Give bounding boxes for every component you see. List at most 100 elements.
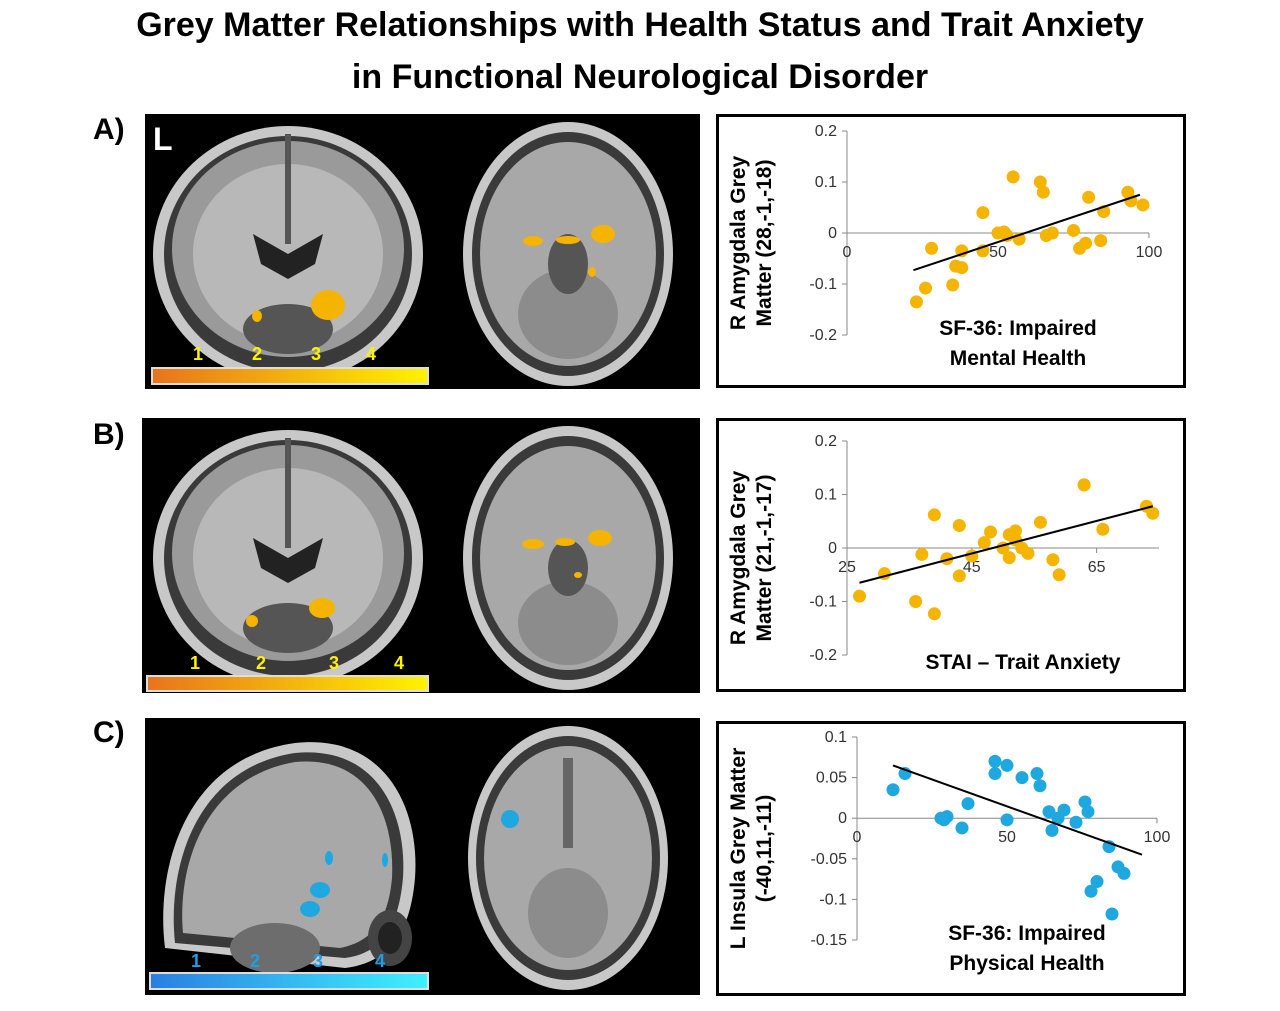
x-axis-label-line2: Mental Health xyxy=(950,347,1087,370)
colorbar-a-tick-4: 4 xyxy=(366,344,377,364)
data-point xyxy=(940,552,954,566)
y-tick-label: 0.1 xyxy=(815,174,837,191)
data-point xyxy=(1000,758,1014,772)
panel-c-colorbar xyxy=(149,972,429,990)
x-axis-label-line1: SF-36: Impaired xyxy=(939,317,1097,340)
data-point xyxy=(1006,170,1020,184)
colorbar-c-tick-4: 4 xyxy=(375,951,386,971)
panel-b-axial-slice xyxy=(435,418,700,693)
x-tick-label: 25 xyxy=(838,559,856,576)
figure-title-line2: in Functional Neurological Disorder xyxy=(351,58,929,96)
data-point xyxy=(1036,185,1050,199)
data-point xyxy=(1090,875,1104,889)
data-point xyxy=(1057,803,1071,817)
panel-b-label: B) xyxy=(93,418,125,451)
data-point xyxy=(852,589,866,603)
data-point xyxy=(955,821,969,835)
data-point xyxy=(1136,198,1150,212)
data-point xyxy=(1096,522,1110,536)
data-point xyxy=(1046,553,1060,567)
y-tick-label: 0 xyxy=(838,810,847,827)
data-point xyxy=(977,536,991,550)
colorbar-a-tick-3: 3 xyxy=(311,344,322,364)
y-axis-label-line1: R Amygdala Grey xyxy=(727,471,750,646)
data-point xyxy=(1045,823,1059,837)
data-point xyxy=(1033,515,1047,529)
panel-c-sagittal-slice xyxy=(145,718,435,995)
x-tick-label: 100 xyxy=(1136,244,1163,261)
x-axis-label-line1: SF-36: Impaired xyxy=(948,922,1106,945)
panel-c-label: C) xyxy=(93,716,125,749)
colorbar-c-tick-2: 2 xyxy=(250,951,261,971)
panel-c-axial-slice xyxy=(435,718,700,995)
x-axis-label-line1: STAI – Trait Anxiety xyxy=(926,651,1121,674)
colorbar-b-tick-2: 2 xyxy=(256,653,267,673)
y-axis-label-line2: (-40,11,-11) xyxy=(753,795,776,902)
y-tick-label: -0.1 xyxy=(809,594,837,611)
y-axis-label-line1: R Amygdala Grey xyxy=(727,156,750,331)
y-axis-label-line1: L Insula Grey Matter xyxy=(727,748,750,950)
data-point xyxy=(1008,524,1022,538)
x-tick-label: 50 xyxy=(989,244,1007,261)
data-point xyxy=(1067,223,1080,237)
data-point xyxy=(952,519,966,533)
panel-b-chart: 0.2 0.1 0 -0.1 -0.2 25 45 65 R Amygdala Grey Matt… xyxy=(727,433,1160,674)
y-tick-label: 0.2 xyxy=(815,123,837,140)
colorbar-a-tick-1: 1 xyxy=(193,344,204,364)
data-point xyxy=(955,261,969,275)
data-point xyxy=(940,810,954,824)
x-tick-label: 50 xyxy=(998,829,1016,846)
data-point xyxy=(1030,767,1044,781)
panel-a-scatter-plot: 0.2 0.1 0 -0.1 -0.2 0 50 100 R Amygdala Grey Matt… xyxy=(716,114,1186,388)
x-axis-label-line2: Physical Health xyxy=(949,952,1104,975)
panel-b-colorbar xyxy=(146,675,429,692)
x-tick-label: 0 xyxy=(853,829,862,846)
colorbar-b-tick-3: 3 xyxy=(329,653,340,673)
data-point xyxy=(1094,234,1108,248)
data-point xyxy=(915,547,929,561)
data-point xyxy=(927,508,941,522)
y-tick-label: 0 xyxy=(828,540,837,557)
y-tick-label: -0.1 xyxy=(809,276,837,293)
panel-a-axial-slice xyxy=(435,114,700,389)
y-tick-label: -0.2 xyxy=(809,327,837,344)
data-point xyxy=(1052,568,1066,582)
panel-b-coronal-slice xyxy=(142,418,435,693)
y-tick-label: 0.1 xyxy=(825,729,847,746)
data-point xyxy=(1033,779,1047,793)
x-tick-label: 0 xyxy=(843,244,852,261)
y-axis-label-line2: Matter (21,-1,-17) xyxy=(753,475,776,642)
panel-a-colorbar xyxy=(151,367,429,385)
panel-a-chart: 0.2 0.1 0 -0.1 -0.2 0 50 100 R Amygdala Grey Matt… xyxy=(727,123,1163,370)
data-point xyxy=(1082,190,1096,204)
data-point xyxy=(988,767,1002,781)
data-point xyxy=(955,244,969,258)
panel-c-scatter-plot: 0.1 0.05 0 -0.05 -0.1 -0.15 0 50 100 L Insula Gre… xyxy=(716,721,1186,996)
x-tick-label: 65 xyxy=(1088,559,1106,576)
y-tick-label: -0.15 xyxy=(811,932,848,949)
data-point xyxy=(927,607,941,621)
data-point xyxy=(1084,884,1098,898)
data-point xyxy=(1000,813,1014,827)
y-axis-label-line2: Matter (28,-1,-18) xyxy=(753,160,776,327)
data-point xyxy=(1105,907,1119,921)
trend-line xyxy=(859,505,1154,584)
data-point xyxy=(961,797,975,811)
data-point xyxy=(1081,805,1095,819)
data-point xyxy=(1146,506,1160,520)
panel-c-chart: 0.1 0.05 0 -0.05 -0.1 -0.15 0 50 100 L Insula Gre… xyxy=(727,729,1170,975)
y-tick-label: 0.05 xyxy=(816,770,847,787)
y-tick-label: 0.1 xyxy=(815,487,837,504)
data-point xyxy=(946,278,960,292)
data-point xyxy=(1045,226,1059,240)
colorbar-c-tick-1: 1 xyxy=(191,951,202,971)
data-point xyxy=(1002,551,1016,565)
panel-a-coronal-slice xyxy=(145,114,435,389)
y-tick-label: 0 xyxy=(828,225,837,242)
data-point xyxy=(1015,771,1029,785)
data-point xyxy=(976,206,990,220)
data-point xyxy=(1069,815,1083,829)
data-point xyxy=(919,281,933,295)
y-tick-label: -0.2 xyxy=(809,647,837,664)
data-point xyxy=(988,754,1002,768)
